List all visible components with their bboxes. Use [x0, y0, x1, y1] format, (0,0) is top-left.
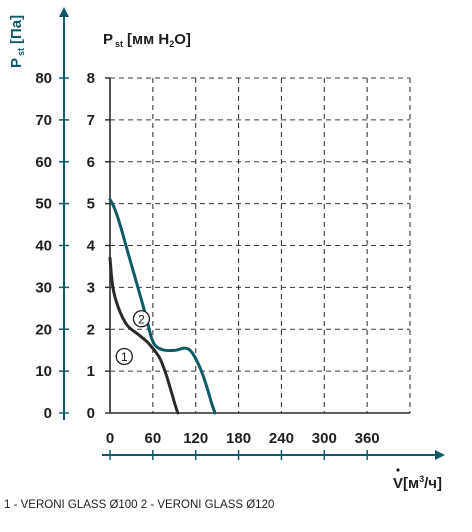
- inner-tick-label: 8: [87, 70, 95, 87]
- inner-tick-label: 6: [87, 154, 95, 171]
- left-axis-ticks: 0 10 20 30 40 50 60 70 80: [35, 70, 69, 422]
- x-axis-label-unit-a: [м: [403, 475, 419, 492]
- left-tick-label: 30: [35, 279, 52, 296]
- left-tick-label: 60: [35, 154, 52, 171]
- x-axis-label-dot: [396, 468, 400, 472]
- left-tick-label: 70: [35, 112, 52, 129]
- x-axis-ticks: 0 60 120 180 240 300 360: [106, 430, 380, 460]
- left-tick-label: 80: [35, 70, 52, 87]
- left-axis-label-unit: [Па]: [8, 15, 25, 44]
- x-axis-label-unit-b: /ч]: [424, 475, 442, 492]
- x-axis-label-unit-sup: 3: [419, 474, 424, 484]
- x-tick-label: 300: [312, 430, 337, 447]
- x-tick-label: 360: [355, 430, 380, 447]
- inner-tick-label: 1: [87, 363, 95, 380]
- inner-axis-ticks: 0 1 2 3 4 5 6 7 8: [87, 70, 110, 422]
- inner-tick-label: 3: [87, 279, 95, 296]
- series-line-1: [108, 256, 180, 415]
- series-marker-2: 2: [132, 310, 151, 328]
- inner-tick-label: 4: [87, 238, 96, 255]
- left-tick-label: 0: [44, 405, 52, 422]
- series-marker-circle: [132, 310, 151, 328]
- curve-markers: 12: [115, 310, 151, 366]
- left-tick-label: 50: [35, 196, 52, 213]
- inner-axis-label-sub: st: [115, 39, 123, 49]
- inner-tick-label: 0: [87, 405, 95, 422]
- series-marker-circle: [115, 347, 133, 366]
- inner-tick-label: 7: [87, 112, 95, 129]
- inner-tick-label: 5: [87, 196, 95, 213]
- left-axis-label-sub: st: [16, 48, 26, 56]
- inner-axis-label-unit-sub: 2: [169, 39, 174, 49]
- series-marker-label: 2: [138, 312, 145, 326]
- left-axis-label: Pst [Па]: [8, 15, 26, 68]
- x-tick-label: 0: [106, 430, 114, 447]
- series-line-2: [108, 197, 217, 415]
- inner-axis-label-main: P: [103, 31, 113, 48]
- x-tick-label: 180: [226, 430, 251, 447]
- series-marker-1: 1: [115, 347, 133, 366]
- inner-axis-label-unit-a: [мм H: [127, 31, 169, 48]
- x-tick-label: 120: [183, 430, 208, 447]
- left-tick-label: 10: [35, 363, 52, 380]
- inner-axis-label-unit-b: O]: [174, 31, 191, 48]
- x-axis-label-main: V: [393, 475, 403, 492]
- x-tick-label: 60: [145, 430, 162, 447]
- grid: [110, 77, 411, 413]
- legend: 1 - VERONI GLASS Ø100 2 - VERONI GLASS Ø…: [4, 499, 275, 511]
- left-axis-label-main: P: [8, 58, 25, 68]
- series-marker-label: 1: [121, 350, 128, 364]
- x-tick-label: 240: [269, 430, 294, 447]
- curves: [108, 197, 217, 415]
- left-tick-label: 40: [35, 238, 52, 255]
- left-tick-label: 20: [35, 321, 52, 338]
- x-axis-label: V[м3/ч]: [393, 474, 442, 492]
- inner-tick-label: 2: [87, 321, 95, 338]
